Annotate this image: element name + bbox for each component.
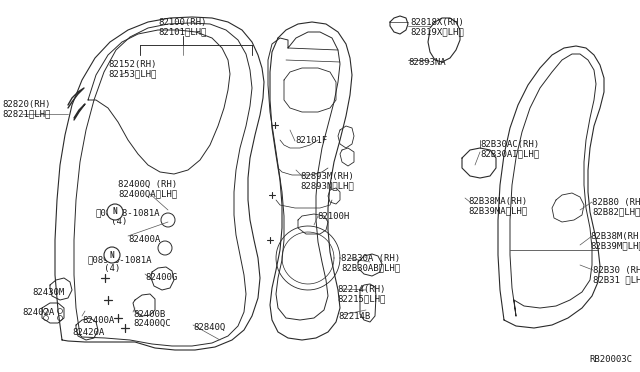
Text: N: N	[113, 208, 117, 217]
Text: 82214B: 82214B	[338, 312, 371, 321]
Text: 82818X(RH): 82818X(RH)	[410, 18, 464, 27]
Text: RB20003C: RB20003C	[589, 355, 632, 364]
Text: 82B30AC(RH): 82B30AC(RH)	[480, 140, 539, 149]
Text: 82B39M〈LH〉: 82B39M〈LH〉	[590, 241, 640, 250]
Text: (4): (4)	[88, 264, 120, 273]
Text: 82821〈LH〉: 82821〈LH〉	[2, 109, 51, 118]
Text: 82B38M(RH): 82B38M(RH)	[590, 232, 640, 241]
Text: 82B80 (RH): 82B80 (RH)	[592, 198, 640, 207]
Text: 82101〈LH〉: 82101〈LH〉	[159, 27, 207, 36]
Text: 82B30 (RH): 82B30 (RH)	[593, 266, 640, 275]
Text: 82214(RH): 82214(RH)	[337, 285, 385, 294]
Circle shape	[104, 247, 120, 263]
Text: 82400QA〈LH〉: 82400QA〈LH〉	[118, 189, 177, 198]
Text: (4): (4)	[95, 217, 127, 226]
Text: 82430M: 82430M	[32, 288, 64, 297]
Circle shape	[107, 204, 123, 220]
Text: 82840Q: 82840Q	[193, 323, 225, 332]
Text: 82153〈LH〉: 82153〈LH〉	[108, 69, 156, 78]
Text: 82152(RH): 82152(RH)	[108, 60, 156, 69]
Text: 82400A: 82400A	[82, 316, 115, 325]
Text: 82893N〈LH〉: 82893N〈LH〉	[300, 181, 354, 190]
Text: 82893M(RH): 82893M(RH)	[300, 172, 354, 181]
Text: 82B31 〈LH〉: 82B31 〈LH〉	[593, 275, 640, 284]
Text: 82B38MA(RH): 82B38MA(RH)	[468, 197, 527, 206]
Text: 82402A: 82402A	[22, 308, 54, 317]
Text: 82100(RH): 82100(RH)	[159, 18, 207, 27]
Text: N: N	[109, 250, 115, 260]
Text: 82420A: 82420A	[72, 328, 104, 337]
Text: 82400QC: 82400QC	[133, 319, 171, 328]
Text: 82100H: 82100H	[317, 212, 349, 221]
Text: 82B30A (RH): 82B30A (RH)	[341, 254, 400, 263]
Text: 82400A: 82400A	[128, 235, 160, 244]
Text: 82101F: 82101F	[295, 136, 327, 145]
Text: ⓝ08918-1081A: ⓝ08918-1081A	[88, 255, 152, 264]
Text: 82820(RH): 82820(RH)	[2, 100, 51, 109]
Text: 82215〈LH〉: 82215〈LH〉	[337, 294, 385, 303]
Text: 82B39MA〈LH〉: 82B39MA〈LH〉	[468, 206, 527, 215]
Text: 82893NA: 82893NA	[408, 58, 445, 67]
Text: 82400Q (RH): 82400Q (RH)	[118, 180, 177, 189]
Text: 82819X〈LH〉: 82819X〈LH〉	[410, 27, 464, 36]
Text: 82400B: 82400B	[133, 310, 165, 319]
Text: ⓝ08918-1081A: ⓝ08918-1081A	[95, 208, 159, 217]
Text: 82B30AI〈LH〉: 82B30AI〈LH〉	[480, 149, 539, 158]
Text: 82B82〈LH〉: 82B82〈LH〉	[592, 207, 640, 216]
Text: 82400G: 82400G	[145, 273, 177, 282]
Text: 82B30AB〈LH〉: 82B30AB〈LH〉	[341, 263, 400, 272]
